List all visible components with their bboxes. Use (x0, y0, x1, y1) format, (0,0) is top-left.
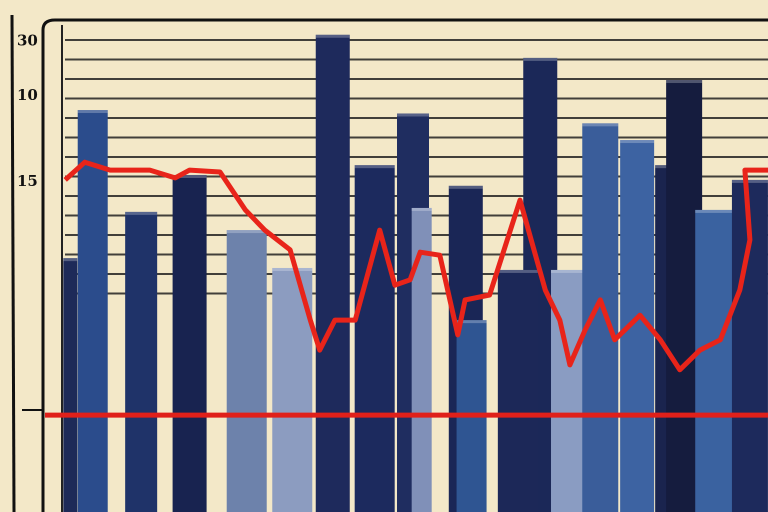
bar-highlight (125, 211, 158, 215)
bar-highlight (666, 80, 703, 84)
outer-y-axis (10, 14, 16, 512)
bar (315, 34, 350, 512)
bar-highlight (497, 269, 538, 273)
bar-highlight (226, 230, 267, 234)
bar-highlight (397, 113, 430, 117)
series-line (63, 159, 768, 373)
bar-highlight (272, 267, 313, 271)
bar-highlight (551, 269, 584, 273)
bar-highlight (411, 207, 432, 211)
bars (63, 34, 768, 512)
bar (77, 110, 108, 512)
bar-highlight (523, 57, 558, 61)
bar (63, 258, 78, 512)
bar (172, 174, 207, 512)
bar-highlight (354, 165, 395, 169)
bar (226, 230, 267, 512)
bar-highlight (456, 320, 487, 324)
bar-highlight (731, 179, 768, 183)
bar-highlight (315, 34, 350, 38)
y-tick-label: 30 (17, 32, 38, 50)
bar (695, 209, 736, 512)
bar (354, 165, 395, 512)
series-line-group (63, 159, 768, 373)
bar (582, 123, 619, 512)
bar-highlight (63, 258, 78, 262)
bar-highlight (448, 185, 483, 189)
y-tick-label: 10 (17, 86, 38, 104)
bar-highlight (620, 140, 655, 144)
inner-y-axis (41, 18, 768, 512)
bar-highlight (582, 123, 619, 127)
bar-highlight (695, 209, 736, 213)
y-tick-label: 15 (17, 172, 38, 190)
y-ticks: 30 10 15 (17, 32, 38, 190)
bar-highlight (77, 110, 108, 114)
bar-highlight (172, 174, 207, 178)
bar (125, 211, 158, 512)
bar-highlight (655, 165, 672, 169)
bar (411, 207, 432, 512)
axes (10, 14, 768, 512)
bar (497, 269, 538, 512)
